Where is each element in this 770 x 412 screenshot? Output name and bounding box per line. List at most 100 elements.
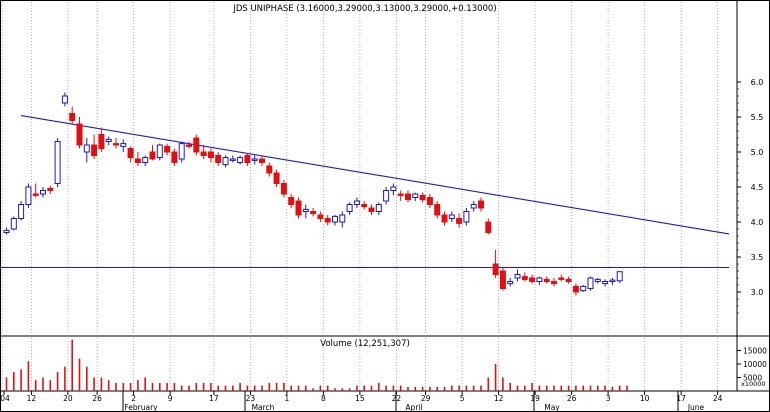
price-tick-label: 5.0 [751,148,764,157]
price-tick-label: 4.0 [751,218,764,227]
candle-body [186,144,192,147]
candle-body [288,197,295,205]
candle-body [105,138,112,142]
date-tick-label: 1 [285,394,290,403]
candle-body [419,194,426,201]
candle-body [295,200,302,216]
candle-body [616,271,623,282]
candle-body [302,208,309,212]
candle-body [40,190,46,195]
candle-body [113,143,119,146]
date-tick-label: 26 [567,394,577,403]
date-tick-label: '04 [0,394,10,403]
date-tick-label: 23 [246,394,256,403]
candle-body [54,141,61,184]
date-tick-label: 12 [494,394,504,403]
candle-body [507,281,514,285]
candle-body [324,218,331,223]
candle-body [229,158,236,161]
candle-body [200,151,207,156]
grid-lines [1,2,718,391]
candle-body [383,190,390,202]
candle-body [61,95,68,104]
candle-body [120,143,127,147]
candle-body [280,183,287,195]
date-tick-label: 3 [606,394,611,403]
candle-body [76,123,83,146]
candle-body [142,157,149,164]
candle-body [91,144,98,156]
date-tick-label: 10 [640,394,650,403]
candle-body [602,281,609,285]
candle-body [587,277,594,289]
candle-body [390,186,397,191]
candle-body [149,151,156,160]
trend-lines [0,115,730,269]
candle-body [3,229,10,233]
date-tick-label: 22 [392,394,402,403]
candle-body [127,148,134,159]
candle-body [32,193,39,196]
date-tick-label: 29 [421,394,431,403]
candle-body [310,211,317,215]
price-candles [3,92,623,296]
candle-body [215,155,222,163]
candle-body [514,274,521,279]
date-tick-label: 12 [27,394,37,403]
candle-body [259,158,265,163]
date-tick-label: 20 [63,394,73,403]
candle-body [244,155,251,163]
date-tick-label: 26 [92,394,102,403]
date-tick-label: 5 [460,394,465,403]
candle-body [572,285,579,293]
candle-body [543,278,550,282]
candle-body [69,113,76,121]
candle-body [397,193,404,196]
price-tick-label: 3.0 [751,288,764,297]
candle-body [164,145,171,153]
candle-body [18,204,25,219]
axis-labels: 3.03.54.04.55.05.56.050001000015000'0412… [0,78,767,412]
candle-body [551,281,557,285]
candle-body [492,263,499,275]
candle-body [237,157,244,164]
candle-body [156,144,163,159]
candle-body [426,197,433,205]
candle-body [332,215,338,223]
candle-body [83,144,90,153]
candle-body [98,134,105,149]
candle-body [448,214,455,219]
month-label: February [124,403,158,412]
candle-body [463,211,470,223]
candle-body [594,278,601,282]
date-tick-label: 8 [321,394,326,403]
candle-body [207,151,214,159]
date-tick-label: 19 [530,394,540,403]
volume-chart-title: Volume (12,251,307) [320,339,410,349]
candle-body [405,193,411,201]
candle-body [470,204,477,209]
candle-body [434,204,441,216]
candle-body [171,151,178,163]
candle-body [273,172,280,184]
candle-body [485,221,492,233]
candle-body [339,214,346,223]
volume-tick-label: 15000 [743,347,767,356]
date-tick-label: 17 [209,394,219,403]
price-tick-label: 3.5 [751,253,764,262]
candle-body [317,214,324,219]
candle-body [368,207,375,212]
candle-body [346,204,353,212]
candle-body [565,278,572,282]
candle-body [353,200,360,205]
candle-body [580,285,587,292]
candle-body [499,270,506,289]
price-tick-label: 5.5 [751,113,764,122]
volume-unit-label: x10000 [741,380,766,388]
price-tick-label: 4.5 [751,183,764,192]
price-tick-label: 6.0 [751,78,764,87]
date-tick-label: 15 [355,394,365,403]
